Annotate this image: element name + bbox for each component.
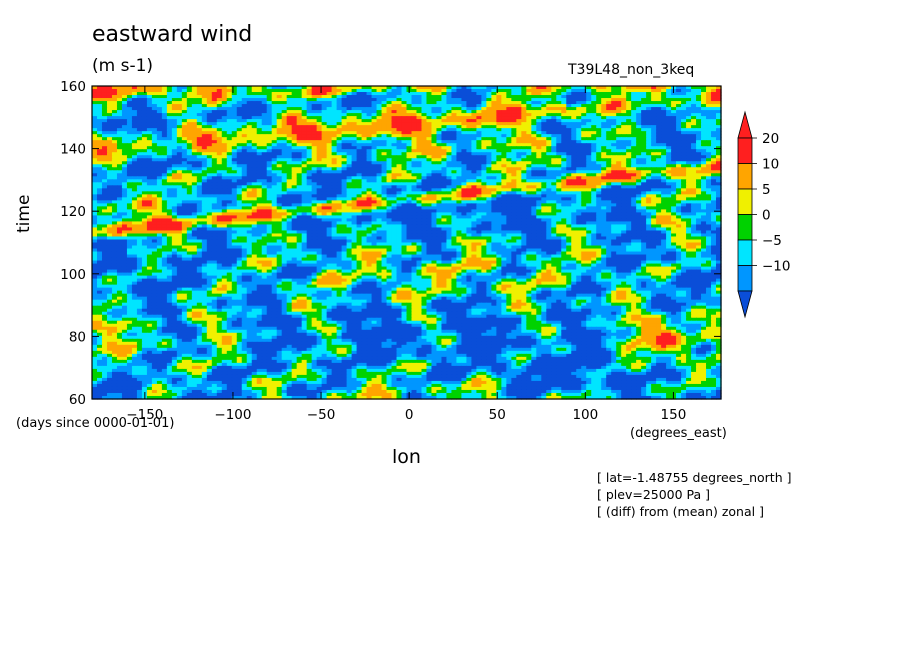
- y-axis-units: (days since 0000-01-01): [16, 416, 175, 431]
- x-tick-label: 0: [405, 407, 414, 423]
- colorbar-bottom-extension: [737, 290, 753, 319]
- colorbar-label: 5: [762, 182, 771, 198]
- run-label: T39L48_non_3keq: [568, 62, 695, 78]
- y-tick-label: 140: [60, 142, 86, 158]
- y-tick-label: 60: [69, 392, 86, 408]
- colorbar-label: −10: [762, 259, 791, 275]
- colorbar-label: 10: [762, 157, 779, 173]
- y-tick-label: 100: [60, 267, 86, 283]
- annotation-latitude: [ lat=-1.48755 degrees_north ]: [597, 470, 792, 485]
- y-tick-label: 120: [60, 204, 86, 220]
- x-axis-units: (degrees_east): [630, 426, 727, 441]
- annotation-difference: [ (diff) from (mean) zonal ]: [597, 504, 764, 519]
- colorbar-segment: [737, 137, 753, 164]
- chart-title: eastward wind: [92, 22, 253, 47]
- axes: −150 −100 −50 0 50 100 150 60 80 100 120 140 160: [60, 79, 721, 423]
- colorbar-label: −5: [762, 233, 782, 249]
- x-tick-label: −50: [307, 407, 336, 423]
- annotation-pressure-level: [ plev=25000 Pa ]: [597, 487, 711, 502]
- colorbar-label: 20: [762, 131, 779, 147]
- x-tick-label: 50: [489, 407, 506, 423]
- x-tick-label: −100: [214, 407, 251, 423]
- x-tick-label: 150: [661, 407, 687, 423]
- colorbar-segment: [737, 265, 753, 292]
- chart-units: (m s-1): [92, 56, 154, 76]
- heatmap-field: [92, 86, 722, 400]
- y-tick-label: 80: [69, 329, 86, 345]
- x-tick-label: 100: [572, 407, 598, 423]
- plot-frame: [91, 85, 722, 400]
- colorbar-segment: [737, 214, 753, 241]
- colorbar: 20 10 5 0 −5 −10: [737, 110, 791, 319]
- colorbar-segment: [737, 163, 753, 190]
- x-axis-label: lon: [392, 446, 421, 468]
- colorbar-top-extension: [737, 110, 753, 139]
- x-tick-label: −150: [126, 407, 163, 423]
- colorbar-segment: [737, 188, 753, 215]
- colorbar-segment: [737, 239, 753, 266]
- colorbar-label: 0: [762, 208, 771, 224]
- y-tick-label: 160: [60, 79, 86, 95]
